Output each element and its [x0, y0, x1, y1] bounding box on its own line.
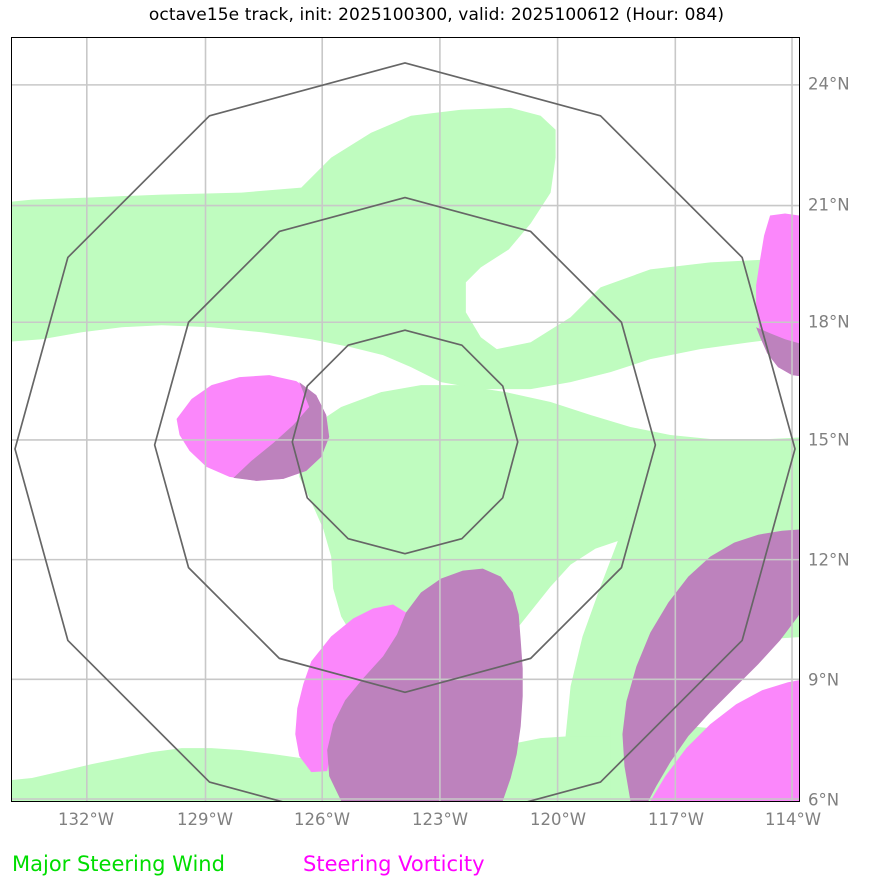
- y-tick-label-2: 18°N: [808, 312, 850, 332]
- legend-item-steering-vorticity: Steering Vorticity: [303, 852, 485, 876]
- legend: Major Steering Wind Steering Vorticity: [0, 852, 873, 884]
- x-tick-label-2: 126°W: [293, 810, 351, 829]
- y-tick-label-4: 12°N: [808, 550, 850, 570]
- map-canvas: [12, 38, 799, 801]
- range-rings: [14, 62, 796, 801]
- range-ring-middle: [153, 196, 657, 694]
- y-tick-label-0: 24°N: [808, 74, 850, 94]
- x-tick-label-5: 117°W: [647, 810, 705, 829]
- y-tick-label-3: 15°N: [808, 430, 850, 450]
- y-tick-label-5: 9°N: [808, 670, 840, 690]
- gridlines: [12, 38, 799, 801]
- y-tick-label-1: 21°N: [808, 195, 850, 215]
- range-ring-outer: [14, 62, 796, 801]
- x-tick-label-4: 120°W: [529, 810, 587, 829]
- x-tick-label-3: 123°W: [411, 810, 469, 829]
- x-tick-label-6: 114°W: [764, 810, 822, 829]
- map-plot-area[interactable]: [11, 37, 800, 802]
- legend-item-major-steering-wind: Major Steering Wind: [12, 852, 225, 876]
- y-tick-label-6: 6°N: [808, 790, 840, 810]
- range-ring-inner: [291, 329, 519, 555]
- page-title: octave15e track, init: 2025100300, valid…: [148, 5, 725, 25]
- x-tick-label-0: 132°W: [57, 810, 115, 829]
- x-tick-label-1: 129°W: [176, 810, 234, 829]
